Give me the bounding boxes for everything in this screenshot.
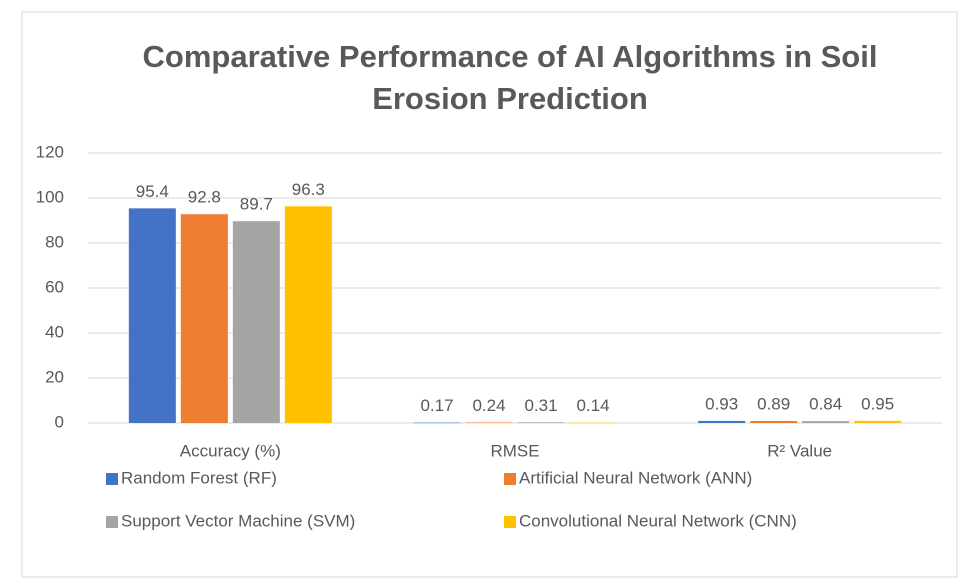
data-label: 0.24 xyxy=(472,396,505,415)
bar xyxy=(465,422,513,423)
data-label: 0.95 xyxy=(861,394,894,413)
y-tick-label: 120 xyxy=(36,142,64,161)
legend-swatch xyxy=(106,516,118,528)
legend-swatch xyxy=(106,473,118,485)
legend-label: Convolutional Neural Network (CNN) xyxy=(519,511,797,530)
legend-label: Artificial Neural Network (ANN) xyxy=(519,468,752,487)
y-tick-label: 80 xyxy=(45,232,64,251)
bar xyxy=(180,214,228,423)
data-label: 0.14 xyxy=(576,396,609,415)
bar xyxy=(232,221,280,423)
data-label: 96.3 xyxy=(292,180,325,199)
data-label: 0.31 xyxy=(524,396,557,415)
data-label: 92.8 xyxy=(188,188,221,207)
x-tick-label: Accuracy (%) xyxy=(180,441,281,460)
y-tick-label: 40 xyxy=(45,322,64,341)
bar xyxy=(750,420,798,423)
data-label: 89.7 xyxy=(240,195,273,214)
legend-label: Random Forest (RF) xyxy=(121,468,277,487)
bar xyxy=(128,208,176,423)
y-tick-label: 100 xyxy=(36,187,64,206)
y-tick-label: 60 xyxy=(45,277,64,296)
data-label: 0.84 xyxy=(809,395,842,414)
x-tick-label: R² Value xyxy=(767,441,832,460)
x-tick-label: RMSE xyxy=(490,441,539,460)
bar xyxy=(413,422,461,424)
bar xyxy=(517,422,565,423)
legend-swatch xyxy=(504,473,516,485)
data-label: 95.4 xyxy=(136,182,169,201)
bar xyxy=(802,421,850,423)
y-tick-label: 0 xyxy=(55,412,64,431)
legend-label: Support Vector Machine (SVM) xyxy=(121,511,355,530)
bar xyxy=(569,422,617,424)
data-label: 0.17 xyxy=(420,396,453,415)
chart-title: Comparative Performance of AI Algorithms… xyxy=(142,39,878,116)
bar xyxy=(698,420,746,423)
bar xyxy=(284,206,332,423)
data-label: 0.93 xyxy=(705,394,738,413)
bar xyxy=(854,420,902,423)
chart-border xyxy=(21,11,958,578)
data-label: 0.89 xyxy=(757,394,790,413)
y-tick-label: 20 xyxy=(45,367,64,386)
legend-swatch xyxy=(504,516,516,528)
